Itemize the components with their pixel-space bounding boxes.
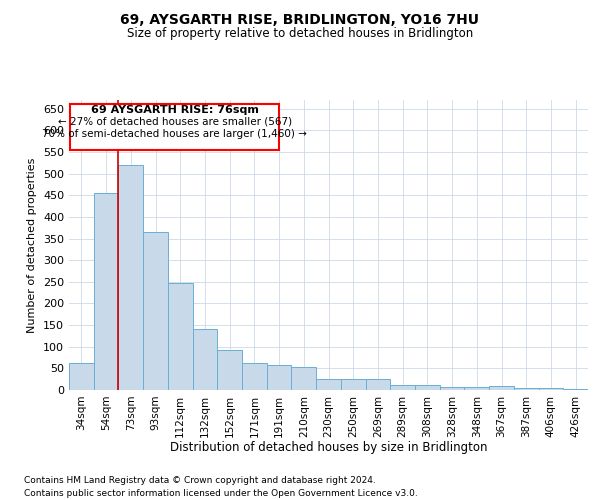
Text: ← 27% of detached houses are smaller (567): ← 27% of detached houses are smaller (56… (58, 116, 292, 126)
Text: Contains public sector information licensed under the Open Government Licence v3: Contains public sector information licen… (24, 489, 418, 498)
Bar (168, 282, 193, 390)
Bar (217, 350, 242, 390)
Bar (316, 378, 341, 390)
Bar (341, 378, 365, 390)
Bar (292, 367, 316, 390)
Bar (118, 165, 143, 390)
Text: 69, AYSGARTH RISE, BRIDLINGTON, YO16 7HU: 69, AYSGARTH RISE, BRIDLINGTON, YO16 7HU (121, 12, 479, 26)
Bar (415, 385, 440, 390)
Bar (514, 388, 539, 390)
Bar (539, 388, 563, 390)
Bar (489, 386, 514, 390)
Bar (390, 385, 415, 390)
Bar (267, 366, 292, 390)
Bar (242, 363, 267, 390)
Text: Distribution of detached houses by size in Bridlington: Distribution of detached houses by size … (170, 441, 488, 454)
Text: 70% of semi-detached houses are larger (1,460) →: 70% of semi-detached houses are larger (… (42, 129, 307, 139)
Bar (143, 232, 168, 390)
Text: Contains HM Land Registry data © Crown copyright and database right 2024.: Contains HM Land Registry data © Crown c… (24, 476, 376, 485)
Text: 69 AYSGARTH RISE: 76sqm: 69 AYSGARTH RISE: 76sqm (91, 104, 259, 115)
Bar (69, 363, 94, 390)
Bar (94, 193, 118, 390)
Bar (365, 378, 390, 390)
Bar (440, 388, 464, 390)
Bar (193, 330, 217, 390)
Y-axis label: Number of detached properties: Number of detached properties (28, 158, 37, 332)
Bar (464, 388, 489, 390)
Text: Size of property relative to detached houses in Bridlington: Size of property relative to detached ho… (127, 28, 473, 40)
Bar (563, 388, 588, 390)
FancyBboxPatch shape (70, 104, 279, 150)
